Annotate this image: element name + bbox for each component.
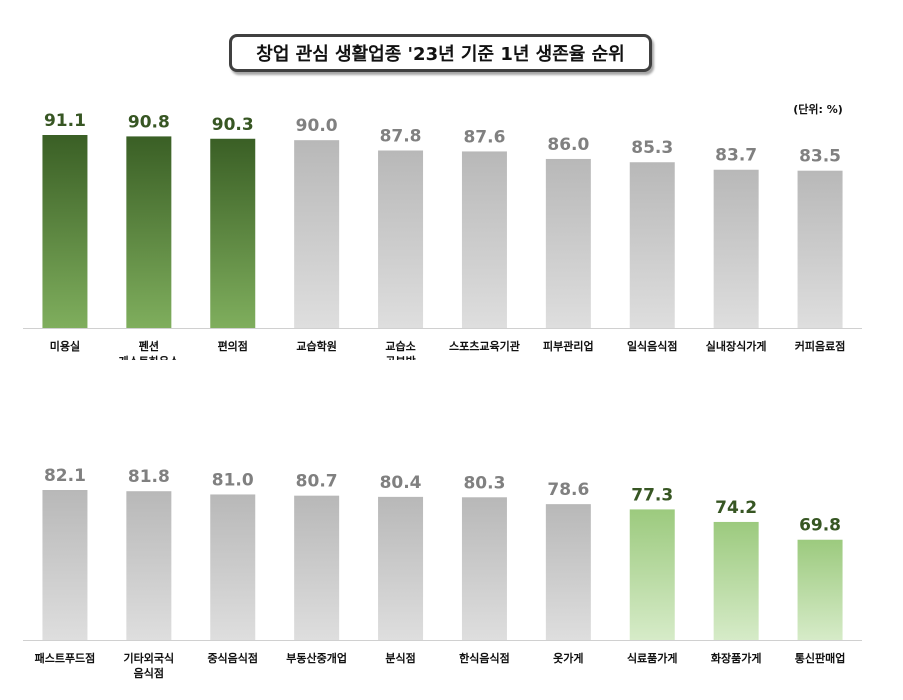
category-label: 교습학원: [296, 339, 336, 353]
category-label: 중식음식점: [207, 651, 258, 665]
data-label: 87.6: [463, 127, 505, 147]
bottom-bar-chart: 82.1 패스트푸드점 81.8 기타외국식 음식점 81.0 중식음식점 80.7 부동산중개…: [23, 466, 862, 680]
bar: [461, 151, 507, 328]
category-label: 부동산중개업: [286, 651, 347, 665]
data-label: 81.8: [128, 467, 170, 487]
data-label: 87.8: [380, 126, 422, 146]
category-label: 교습소공부방: [385, 340, 415, 360]
category-label: 기타외국식 음식점: [124, 651, 175, 680]
data-label: 90.0: [296, 116, 338, 136]
category-label: 미용실: [50, 339, 80, 353]
bar: [126, 491, 172, 640]
data-label: 69.8: [799, 516, 841, 536]
category-label: 한식음식점: [459, 651, 510, 665]
category-label: 일식음식점: [627, 339, 678, 353]
bar: [629, 509, 675, 640]
data-label: 85.3: [631, 138, 673, 158]
data-label: 83.5: [799, 147, 841, 167]
bar: [294, 140, 340, 328]
bar: [294, 495, 340, 640]
category-label: 통신판매업: [795, 651, 846, 665]
category-label: 피부관리업: [543, 339, 594, 353]
bar: [545, 158, 591, 328]
bar: [797, 170, 843, 328]
data-label: 80.7: [296, 472, 338, 492]
bar: [713, 521, 759, 640]
category-label: 패스트푸드점: [35, 651, 96, 665]
data-label: 90.8: [128, 112, 170, 132]
category-label: 펜션게스트하우스: [118, 339, 179, 360]
data-label: 78.6: [547, 480, 589, 500]
bar: [210, 138, 256, 328]
data-label: 91.1: [44, 111, 86, 131]
category-label: 옷가게: [553, 651, 583, 665]
data-label: 81.0: [212, 470, 254, 490]
bar: [378, 496, 424, 640]
bar: [461, 497, 507, 640]
bar: [42, 135, 88, 328]
bar: [797, 539, 843, 640]
bar: [713, 169, 759, 328]
unit-label: (단위: %): [793, 103, 843, 116]
data-label: 86.0: [547, 135, 589, 155]
bar: [545, 504, 591, 640]
bar: [378, 150, 424, 328]
category-label: 편의점: [218, 339, 248, 353]
category-label: 식료품가게: [627, 651, 678, 665]
data-label: 83.7: [715, 146, 757, 166]
data-label: 77.3: [631, 485, 673, 505]
chart-title: 창업 관심 생활업종 '23년 기준 1년 생존율 순위: [229, 34, 652, 72]
data-label: 80.3: [463, 473, 505, 493]
bar: [210, 494, 256, 640]
category-label: 화장품가게: [711, 651, 762, 665]
data-label: 90.3: [212, 115, 254, 135]
category-label: 커피음료점: [795, 339, 846, 353]
category-label: 분식점: [385, 651, 415, 665]
category-label: 스포츠교육기관: [449, 339, 520, 353]
data-label: 80.4: [380, 473, 422, 493]
bar: [629, 162, 675, 328]
bar: [126, 136, 172, 328]
data-label: 74.2: [715, 498, 757, 518]
top-bar-chart: 91.1 미용실 90.8 펜션게스트하우스 90.3 편의점 90.0 교습학원 87.8 교습…: [23, 111, 862, 360]
bar: [42, 490, 88, 640]
category-label: 실내장식가게: [706, 339, 767, 353]
data-label: 82.1: [44, 466, 86, 486]
